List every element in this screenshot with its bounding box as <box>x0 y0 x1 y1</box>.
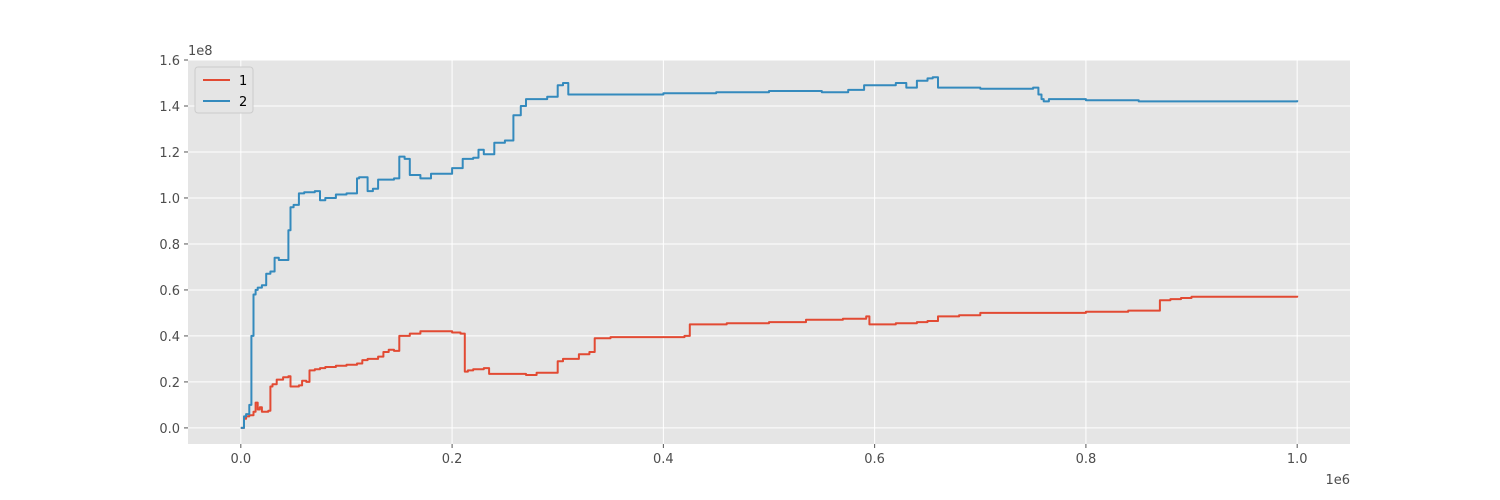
y-tick-label: 0.6 <box>159 284 180 299</box>
legend: 12 <box>194 66 254 114</box>
y-tick-label: 0.8 <box>159 238 180 253</box>
y-tick-label: 0.4 <box>159 330 180 345</box>
y-tick-label: 1.2 <box>159 146 180 161</box>
x-tick-label: 0.6 <box>864 452 885 467</box>
y-tick-label: 1.0 <box>159 192 180 207</box>
y-tick-label: 0.0 <box>159 422 180 437</box>
x-tick-label: 0.0 <box>230 452 251 467</box>
y-tick-label: 1.6 <box>159 54 180 69</box>
series-line-2 <box>240 76 1299 429</box>
x-tick-label: 0.2 <box>442 452 463 467</box>
x-tick-label: 0.8 <box>1076 452 1097 467</box>
x-tick-label: 1.0 <box>1287 452 1308 467</box>
legend-label-1: 1 <box>239 74 247 89</box>
plot-background <box>188 60 1350 444</box>
x-offset-label: 1e6 <box>1325 473 1350 488</box>
y-axis: 0.0 0.2 0.4 0.6 0.8 1.0 1.2 1.4 1.6 <box>159 54 188 437</box>
series-lines <box>240 76 1299 429</box>
x-tick-label: 0.4 <box>653 452 674 467</box>
y-offset-label: 1e8 <box>188 44 213 59</box>
x-axis: 0.0 0.2 0.4 0.6 0.8 1.0 <box>230 444 1308 467</box>
y-tick-label: 1.4 <box>159 100 180 115</box>
legend-label-2: 2 <box>239 95 247 110</box>
grid <box>188 59 1350 444</box>
y-tick-label: 0.2 <box>159 376 180 391</box>
series-line-1 <box>240 295 1299 429</box>
